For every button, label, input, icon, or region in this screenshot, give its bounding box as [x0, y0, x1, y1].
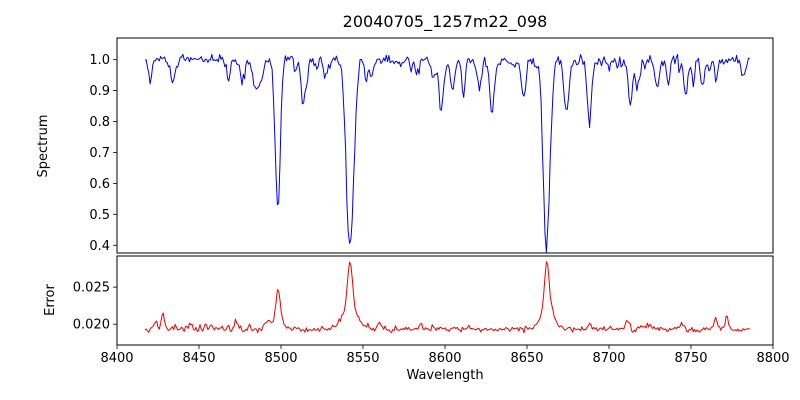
plot-area: 0.4 0.5 0.6 0.7 0.8 0.9 1.0 0.020 0.025 8400 8450 8…: [73, 37, 790, 366]
x-tick-label: 8500: [264, 351, 297, 366]
x-tick-label: 8450: [182, 351, 215, 366]
y-axis-label-spectrum: Spectrum: [36, 115, 51, 178]
y-axis-label-error: Error: [43, 284, 58, 316]
y-tick-label: 0.9: [89, 84, 110, 99]
error-frame: [116, 255, 774, 346]
error-line: [144, 261, 750, 334]
x-tick-label: 8600: [428, 351, 461, 366]
y-tick-label: 0.7: [89, 146, 110, 161]
y-tick-label: 0.025: [73, 281, 110, 296]
y-tick-label: 1.0: [89, 53, 110, 68]
spectrum-line: [144, 53, 750, 253]
y-tick-label: 0.020: [73, 318, 110, 333]
x-tick-label: 8400: [100, 351, 133, 366]
x-tick-label: 8650: [510, 351, 543, 366]
chart-title: 20040705_1257m22_098: [343, 12, 548, 32]
x-tick-label: 8700: [592, 351, 625, 366]
y-tick-label: 0.6: [89, 177, 110, 192]
y-tick-label: 0.4: [89, 239, 110, 254]
x-axis-label: Wavelength: [406, 368, 483, 383]
y-tick-label: 0.5: [89, 208, 110, 223]
x-tick-label: 8550: [346, 351, 379, 366]
x-tick-label: 8750: [674, 351, 707, 366]
y-tick-label: 0.8: [89, 115, 110, 130]
x-tick-label: 8800: [756, 351, 789, 366]
spectrum-frame: [116, 37, 774, 254]
